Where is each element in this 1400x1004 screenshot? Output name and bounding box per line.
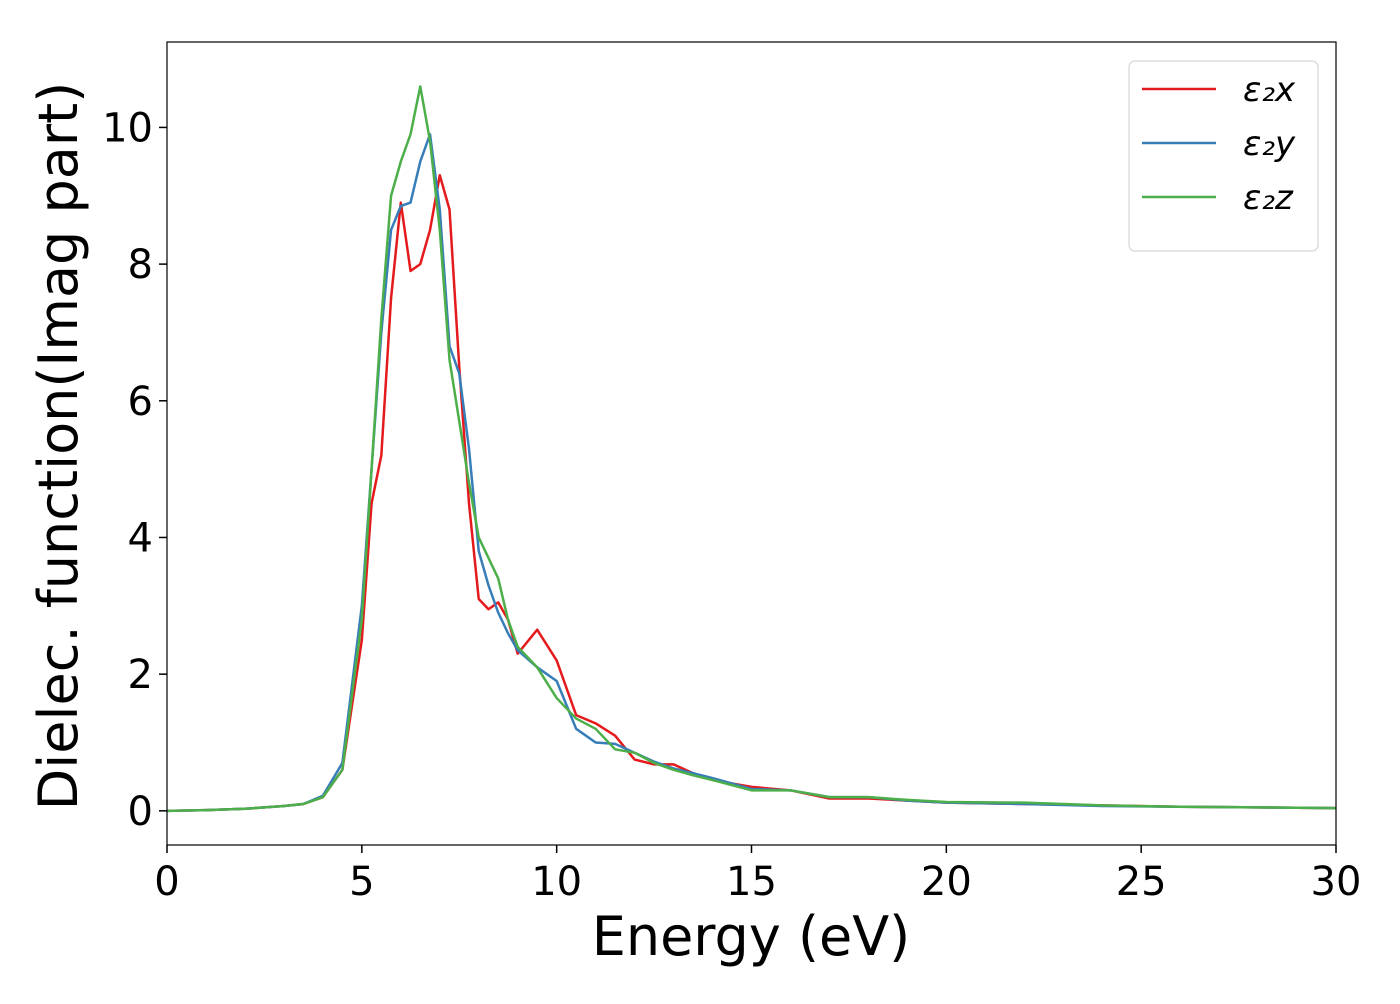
x-tick-label: 10 [531,859,582,905]
x-tick-label: 0 [154,859,179,905]
x-tick-label: 5 [349,859,374,905]
legend-label: ε₂y [1243,124,1296,164]
y-tick-label: 4 [128,515,153,561]
y-tick-label: 6 [128,379,153,425]
x-tick-label: 25 [1116,859,1167,905]
y-tick-label: 10 [102,105,153,151]
legend-box [1128,60,1319,252]
x-tick-label: 30 [1311,859,1362,905]
x-tick-label: 15 [726,859,777,905]
y-tick-label: 0 [128,789,153,835]
legend-label: ε₂x [1243,70,1296,110]
y-axis-label: Dielec. function(Imag part) [27,82,90,811]
y-tick-label: 8 [128,242,153,288]
series-line [167,174,1336,813]
legend-label: ε₂z [1243,178,1294,218]
x-axis-label: Energy (eV) [592,905,911,968]
y-tick-label: 2 [128,652,153,698]
series-line [167,85,1336,813]
plot-frame [166,41,1337,846]
x-tick-label: 20 [921,859,972,905]
